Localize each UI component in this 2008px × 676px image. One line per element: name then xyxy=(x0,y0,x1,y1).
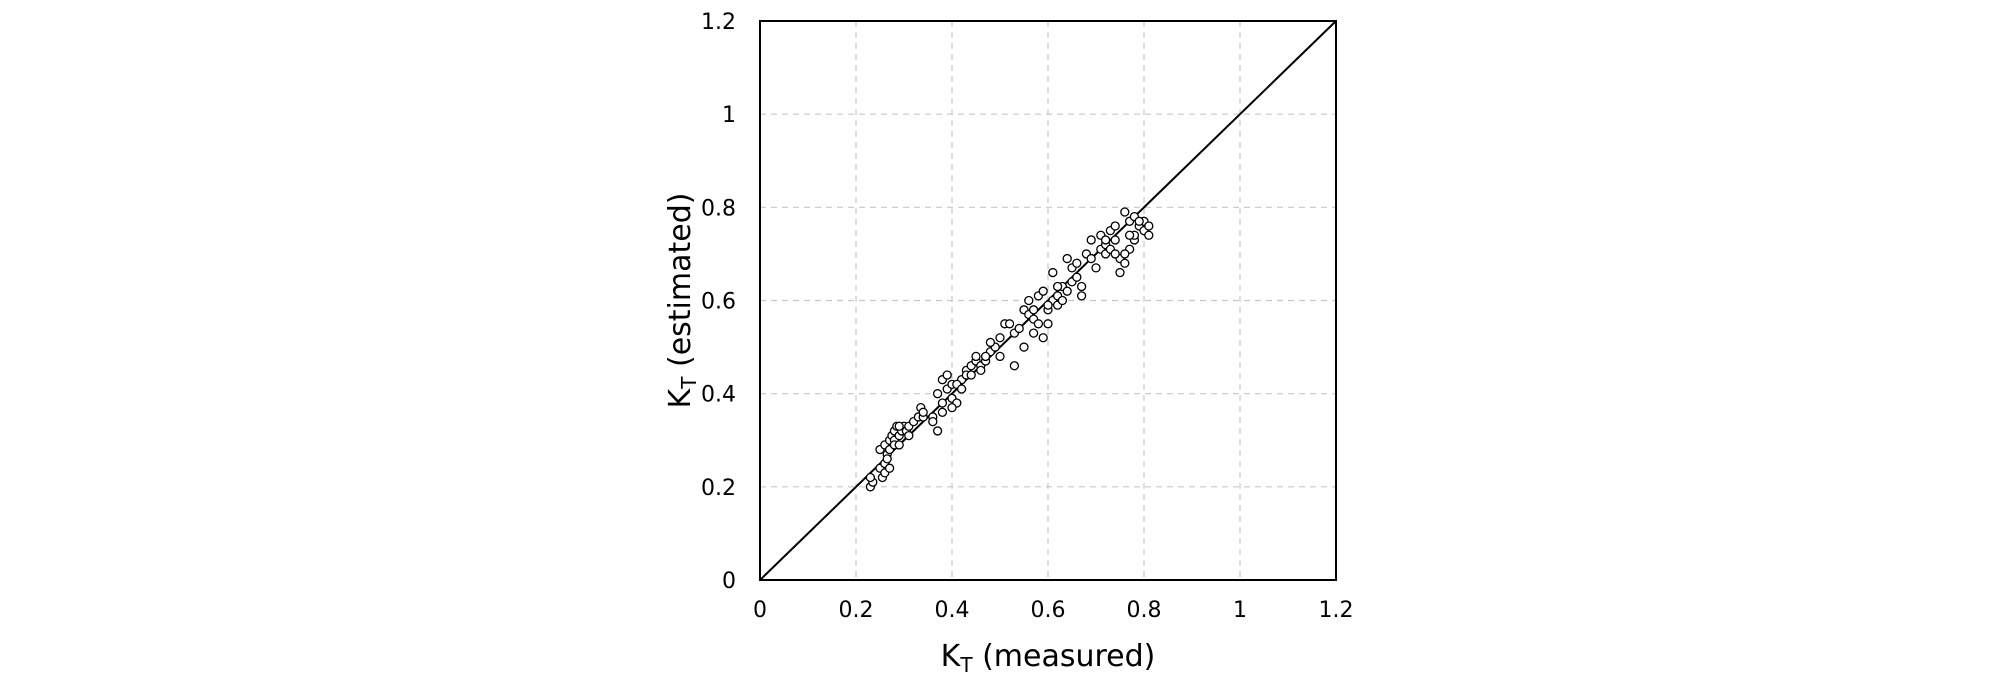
x-tick-label: 0.2 xyxy=(839,598,874,623)
data-point xyxy=(1100,235,1111,245)
data-point xyxy=(1009,361,1020,371)
x-axis-ticks: 0 0.2 0.4 0.6 0.8 1 1.2 xyxy=(753,598,1354,623)
data-point xyxy=(1014,323,1024,334)
y-tick-label: 0.2 xyxy=(701,476,736,501)
data-point xyxy=(1120,249,1130,259)
data-point xyxy=(1072,272,1082,282)
data-point xyxy=(1028,328,1039,338)
x-tick-label: 0.4 xyxy=(935,598,970,623)
data-point xyxy=(1091,263,1101,273)
y-tick-label: 1 xyxy=(722,103,736,128)
data-point xyxy=(937,398,948,408)
y-axis-title-rest: (estimated) xyxy=(663,193,698,377)
x-axis-title-subscript: T xyxy=(959,653,973,676)
data-point xyxy=(1076,291,1087,301)
data-point xyxy=(995,333,1005,343)
data-point xyxy=(928,416,938,427)
data-point xyxy=(1110,235,1120,245)
y-tick-label: 0 xyxy=(722,569,736,594)
one-to-one-line xyxy=(759,20,1337,581)
data-point xyxy=(1086,235,1096,245)
y-tick-label: 0.8 xyxy=(701,196,736,221)
y-axis-title-subscript: T xyxy=(677,376,701,390)
data-point xyxy=(894,440,904,450)
data-point xyxy=(942,370,952,380)
reference-line-group xyxy=(759,20,1337,581)
data-point xyxy=(1038,333,1048,343)
data-point xyxy=(904,430,914,441)
data-point xyxy=(956,384,967,394)
data-point xyxy=(1038,286,1048,296)
data-point xyxy=(995,351,1005,362)
y-tick-label: 0.6 xyxy=(701,290,736,315)
data-point xyxy=(947,402,957,413)
data-point xyxy=(1043,300,1053,310)
data-point xyxy=(1004,319,1015,329)
data-point xyxy=(865,472,876,483)
plot-area-frame xyxy=(759,20,1337,581)
data-point xyxy=(1043,319,1053,329)
data-point xyxy=(918,407,928,417)
data-point xyxy=(894,421,904,431)
data-point xyxy=(882,454,892,464)
data-point xyxy=(985,337,996,348)
data-point xyxy=(1115,267,1125,278)
data-point xyxy=(932,389,943,399)
data-point xyxy=(1086,253,1096,264)
data-point xyxy=(1033,319,1044,329)
x-tick-label: 0 xyxy=(753,598,767,623)
data-point xyxy=(1144,221,1154,231)
data-point xyxy=(1072,258,1082,268)
x-axis-title-rest: (measured) xyxy=(973,639,1156,674)
y-tick-label: 1.2 xyxy=(701,10,736,35)
data-point xyxy=(971,351,981,362)
x-tick-label: 0.6 xyxy=(1031,598,1066,623)
y-axis-ticks: 0 0.2 0.4 0.6 0.8 1 1.2 xyxy=(701,10,736,594)
data-point xyxy=(1062,286,1072,296)
y-axis-title-main: K xyxy=(663,387,698,408)
data-point xyxy=(1028,305,1039,315)
y-tick-label: 0.4 xyxy=(701,383,736,408)
data-point xyxy=(1110,249,1120,259)
data-point xyxy=(884,463,895,473)
data-point xyxy=(1048,267,1058,278)
data-point xyxy=(932,426,943,436)
data-point xyxy=(980,351,991,362)
data-point xyxy=(1052,281,1063,292)
data-point xyxy=(1124,230,1135,240)
data-point xyxy=(1110,221,1120,231)
x-tick-label: 0.8 xyxy=(1127,598,1162,623)
data-point xyxy=(1076,281,1087,292)
data-point xyxy=(1057,295,1068,306)
data-point xyxy=(976,365,986,376)
data-point xyxy=(1024,295,1034,306)
y-axis-title: KT (estimated) xyxy=(663,193,701,409)
data-point xyxy=(937,407,948,417)
data-point xyxy=(1019,342,1029,352)
data-point xyxy=(1120,258,1130,268)
data-point xyxy=(1120,207,1130,217)
x-axis-title-main: K xyxy=(941,639,962,674)
data-points xyxy=(865,207,1154,492)
x-tick-label: 1.2 xyxy=(1319,598,1354,623)
data-point xyxy=(1144,230,1154,240)
data-point xyxy=(1062,253,1072,264)
x-axis-title: KT (measured) xyxy=(941,639,1156,676)
x-tick-label: 1 xyxy=(1233,598,1247,623)
data-point xyxy=(1134,216,1144,226)
data-point xyxy=(966,370,976,380)
